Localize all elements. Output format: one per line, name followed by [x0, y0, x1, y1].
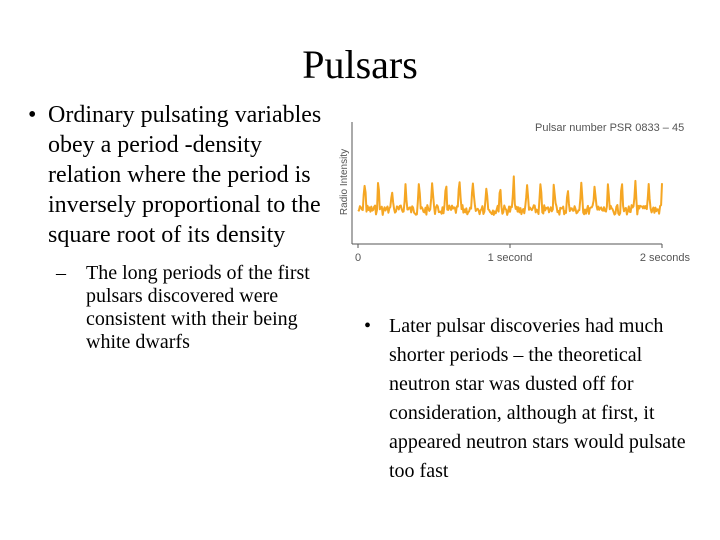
x-tick-label: 2 seconds: [640, 252, 691, 264]
bullet-text: Later pulsar discoveries had much shorte…: [389, 315, 686, 482]
pulsar-chart-svg: Pulsar number PSR 0833 – 45 Radio Intens…: [339, 122, 691, 264]
sub-bullet-white-dwarfs: – The long periods of the first pulsars …: [56, 262, 328, 354]
x-tick-label: 0: [355, 252, 361, 264]
sub-bullet-text: The long periods of the first pulsars di…: [86, 262, 310, 353]
radio-intensity-series: [357, 175, 663, 216]
chart-title: Pulsar number PSR 0833 – 45: [535, 122, 684, 134]
sub-bullet-dash: –: [56, 262, 66, 284]
left-column: • Ordinary pulsating variables obey a pe…: [28, 100, 328, 354]
bullet-text: Ordinary pulsating variables obey a peri…: [48, 102, 322, 248]
chart-ylabel: Radio Intensity: [339, 149, 350, 215]
bullet-dot: •: [364, 315, 372, 337]
x-tick-label: 1 second: [488, 252, 533, 264]
x-ticks: 0 1 second 2 seconds: [355, 244, 691, 264]
bullet-neutron-star: • Later pulsar discoveries had much shor…: [364, 312, 704, 486]
right-column: • Later pulsar discoveries had much shor…: [364, 312, 704, 486]
bullet-dot: •: [28, 102, 37, 128]
bullet-period-density: • Ordinary pulsating variables obey a pe…: [28, 100, 328, 250]
slide-title: Pulsars: [302, 42, 418, 87]
pulsar-chart: Pulsar number PSR 0833 – 45 Radio Intens…: [332, 110, 692, 270]
